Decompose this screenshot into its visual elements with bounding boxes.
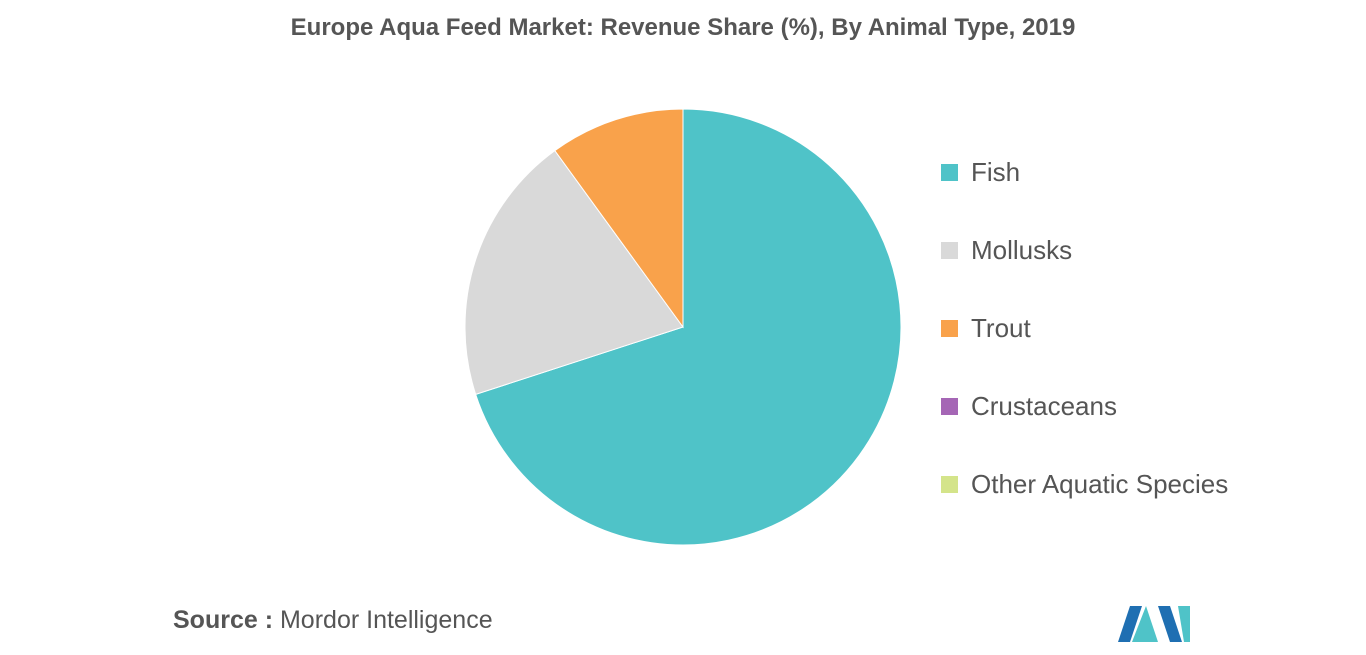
legend-swatch bbox=[941, 319, 958, 337]
pie-slice-mollusks bbox=[464, 149, 684, 396]
logo-shape-bar bbox=[1178, 606, 1190, 642]
legend-swatch bbox=[941, 475, 958, 493]
legend-item: Fish bbox=[941, 152, 1228, 192]
chart-title: Europe Aqua Feed Market: Revenue Share (… bbox=[290, 14, 1076, 41]
chart-legend: Fish Mollusks Trout Crustaceans Other Aquati… bbox=[941, 152, 1228, 542]
legend-label: Fish bbox=[971, 156, 1021, 187]
legend-item: Mollusks bbox=[941, 230, 1228, 270]
legend-swatch bbox=[941, 241, 958, 259]
legend-item: Trout bbox=[941, 308, 1228, 348]
logo-shape-right bbox=[1158, 606, 1182, 642]
logo-shape-mid bbox=[1132, 606, 1158, 642]
legend-label: Crustaceans bbox=[971, 390, 1117, 421]
legend-swatch bbox=[941, 397, 958, 415]
legend-item: Crustaceans bbox=[941, 386, 1228, 426]
source-note: Source : Mordor Intelligence bbox=[173, 606, 493, 635]
legend-item: Other Aquatic Species bbox=[941, 464, 1228, 504]
legend-label: Other Aquatic Species bbox=[971, 468, 1229, 499]
legend-label: Mollusks bbox=[971, 234, 1073, 265]
legend-label: Trout bbox=[971, 312, 1031, 343]
pie-slice-trout bbox=[554, 108, 684, 329]
logo-shape-left bbox=[1118, 606, 1142, 642]
pie-slice-fish bbox=[475, 108, 902, 546]
mordor-intelligence-logo-icon bbox=[1118, 606, 1190, 642]
source-label: Source : bbox=[173, 606, 274, 634]
source-text: Mordor Intelligence bbox=[279, 606, 493, 634]
legend-swatch bbox=[941, 163, 958, 181]
